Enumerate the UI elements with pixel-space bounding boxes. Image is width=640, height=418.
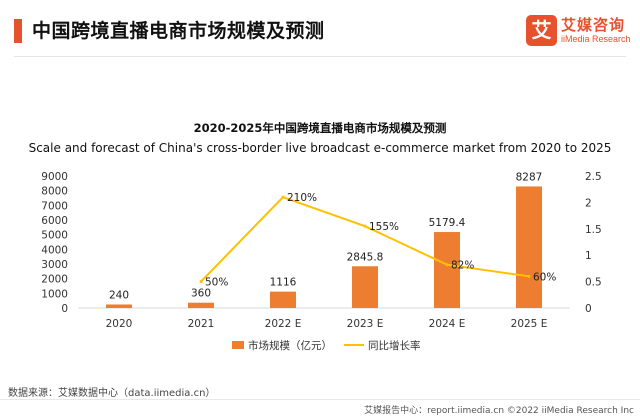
y-left-tick-label: 2000 [41, 274, 68, 286]
chart-title: 2020-2025年中国跨境直播电商市场规模及预测 [193, 121, 447, 135]
y-left-tick-label: 3000 [41, 259, 68, 271]
growth-rate-label: 155% [369, 221, 399, 233]
header-divider [14, 56, 626, 57]
y-left-tick-label: 7000 [41, 200, 68, 212]
x-tick-label: 2024 E [429, 318, 466, 330]
y-left-tick-label: 5000 [41, 230, 68, 242]
growth-rate-point [281, 195, 285, 199]
bar-value-label: 8287 [516, 171, 543, 183]
y-right-tick-label: 0 [585, 303, 592, 315]
y-right-tick-label: 2 [585, 197, 592, 209]
bar-value-label: 2845.8 [347, 251, 384, 263]
footer-band [0, 399, 640, 418]
legend-swatch-bar-icon [232, 341, 244, 349]
legend-swatch-line-icon [344, 344, 364, 346]
legend-item-growth-rate: 同比增长率 [344, 338, 421, 353]
page-title: 中国跨境直播电商市场规模及预测 [32, 20, 325, 42]
y-left-tick-label: 6000 [41, 215, 68, 227]
y-left-tick-label: 0 [61, 303, 68, 315]
growth-rate-label: 60% [533, 271, 556, 283]
y-left-tick-label: 9000 [41, 171, 68, 183]
y-right-tick-label: 1.5 [585, 224, 602, 236]
growth-rate-point [527, 274, 531, 278]
x-tick-label: 2021 [188, 318, 215, 330]
legend-item-market-size: 市场规模（亿元） [232, 338, 332, 353]
y-left-tick-label: 4000 [41, 244, 68, 256]
bar [270, 291, 296, 308]
legend-label-market-size: 市场规模（亿元） [248, 340, 332, 352]
x-tick-label: 2025 E [511, 318, 548, 330]
title-accent-bar [14, 19, 22, 43]
logo: 艾 艾媒咨询 iiMedia Research [526, 14, 632, 50]
legend-label-growth-rate: 同比增长率 [368, 340, 421, 352]
logo-chinese-name: 艾媒咨询 [561, 16, 626, 34]
logo-mark-icon: 艾 [526, 15, 557, 46]
chart-subtitle: Scale and forecast of China's cross-bord… [28, 141, 612, 155]
y-left-tick-label: 1000 [41, 288, 68, 300]
bar-value-label: 5179.4 [429, 217, 466, 229]
y-right-tick-label: 1 [585, 250, 592, 262]
data-source-note: 数据来源：艾媒数据中心（data.iimedia.cn） [8, 388, 216, 399]
y-right-tick-label: 2.5 [585, 171, 602, 183]
growth-rate-point [199, 280, 203, 284]
bar [352, 266, 378, 308]
footer-copyright: 艾媒报告中心：report.iimedia.cn ©2022 iiMedia R… [364, 406, 634, 416]
bar-value-label: 1116 [270, 277, 297, 289]
growth-rate-label: 50% [205, 277, 228, 289]
bar [106, 304, 132, 308]
x-tick-label: 2022 E [265, 318, 302, 330]
y-right-tick-label: 0.5 [585, 277, 602, 289]
bar-value-label: 360 [191, 288, 211, 300]
growth-rate-point [445, 263, 449, 267]
y-left-tick-label: 8000 [41, 186, 68, 198]
bar [188, 302, 214, 308]
growth-rate-point [363, 224, 367, 228]
logo-english-name: iiMedia Research [561, 34, 631, 44]
x-tick-label: 2020 [106, 318, 133, 330]
growth-rate-label: 210% [287, 192, 317, 204]
bar-value-label: 240 [109, 289, 129, 301]
growth-rate-label: 82% [451, 260, 474, 272]
bar [516, 186, 542, 308]
bar [434, 232, 460, 308]
x-tick-label: 2023 E [347, 318, 384, 330]
